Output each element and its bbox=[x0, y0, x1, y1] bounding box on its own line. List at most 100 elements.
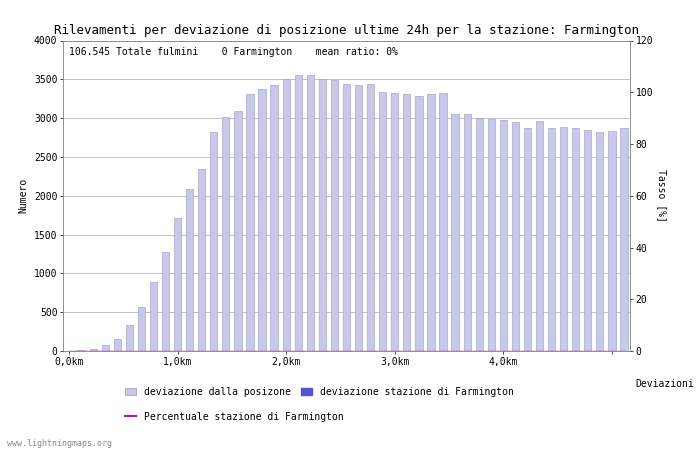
Y-axis label: Tasso [%]: Tasso [%] bbox=[657, 169, 667, 222]
Percentuale stazione di Farmington bbox=[487, 348, 496, 354]
Text: Deviazioni: Deviazioni bbox=[636, 379, 694, 389]
Text: 106.545 Totale fulmini    0 Farmington    mean ratio: 0%: 106.545 Totale fulmini 0 Farmington mean… bbox=[69, 47, 398, 57]
Bar bbox=[258, 89, 266, 351]
Percentuale stazione di Farmington bbox=[559, 348, 568, 354]
Bar bbox=[138, 307, 145, 351]
Percentuale stazione di Farmington bbox=[475, 348, 484, 354]
Percentuale stazione di Farmington bbox=[524, 348, 532, 354]
Percentuale stazione di Farmington bbox=[306, 348, 314, 354]
Bar bbox=[186, 189, 193, 351]
Bar bbox=[596, 132, 603, 351]
Bar bbox=[463, 114, 471, 351]
Percentuale stazione di Farmington bbox=[451, 348, 459, 354]
Percentuale stazione di Farmington bbox=[89, 348, 97, 354]
Bar bbox=[113, 339, 121, 351]
Percentuale stazione di Farmington bbox=[246, 348, 254, 354]
Bar bbox=[500, 121, 507, 351]
Percentuale stazione di Farmington bbox=[414, 348, 423, 354]
Bar bbox=[174, 218, 181, 351]
Bar bbox=[415, 95, 423, 351]
Bar bbox=[536, 121, 543, 351]
Percentuale stazione di Farmington bbox=[77, 348, 85, 354]
Bar bbox=[355, 85, 362, 351]
Bar bbox=[403, 94, 410, 351]
Bar bbox=[331, 80, 338, 351]
Bar bbox=[343, 84, 350, 351]
Percentuale stazione di Farmington bbox=[584, 348, 592, 354]
Percentuale stazione di Farmington bbox=[427, 348, 435, 354]
Percentuale stazione di Farmington bbox=[330, 348, 339, 354]
Bar bbox=[379, 92, 386, 351]
Percentuale stazione di Farmington bbox=[511, 348, 519, 354]
Bar bbox=[488, 118, 495, 351]
Percentuale stazione di Farmington bbox=[186, 348, 194, 354]
Percentuale stazione di Farmington bbox=[463, 348, 471, 354]
Bar bbox=[126, 325, 133, 351]
Bar bbox=[427, 94, 435, 351]
Bar bbox=[295, 75, 302, 351]
Legend: Percentuale stazione di Farmington: Percentuale stazione di Farmington bbox=[125, 412, 344, 422]
Percentuale stazione di Farmington bbox=[161, 348, 169, 354]
Bar bbox=[608, 131, 615, 351]
Bar bbox=[162, 252, 169, 351]
Percentuale stazione di Farmington bbox=[620, 348, 628, 354]
Bar bbox=[572, 128, 580, 351]
Bar bbox=[452, 114, 458, 351]
Bar bbox=[210, 132, 218, 351]
Bar bbox=[440, 93, 447, 351]
Bar bbox=[560, 126, 567, 351]
Bar bbox=[524, 128, 531, 351]
Bar bbox=[246, 94, 253, 351]
Percentuale stazione di Farmington bbox=[294, 348, 302, 354]
Percentuale stazione di Farmington bbox=[366, 348, 375, 354]
Text: www.lightningmaps.org: www.lightningmaps.org bbox=[7, 439, 112, 448]
Percentuale stazione di Farmington bbox=[354, 348, 363, 354]
Bar bbox=[90, 350, 97, 351]
Percentuale stazione di Farmington bbox=[209, 348, 218, 354]
Percentuale stazione di Farmington bbox=[137, 348, 146, 354]
Bar bbox=[367, 84, 374, 351]
Percentuale stazione di Farmington bbox=[596, 348, 604, 354]
Percentuale stazione di Farmington bbox=[197, 348, 206, 354]
Bar bbox=[318, 79, 326, 351]
Percentuale stazione di Farmington bbox=[536, 348, 544, 354]
Percentuale stazione di Farmington bbox=[234, 348, 242, 354]
Percentuale stazione di Farmington bbox=[608, 348, 616, 354]
Bar bbox=[620, 128, 628, 351]
Bar bbox=[512, 122, 519, 351]
Percentuale stazione di Farmington bbox=[439, 348, 447, 354]
Percentuale stazione di Farmington bbox=[391, 348, 399, 354]
Percentuale stazione di Farmington bbox=[65, 348, 74, 354]
Percentuale stazione di Farmington bbox=[547, 348, 556, 354]
Bar bbox=[198, 169, 205, 351]
Bar bbox=[283, 79, 290, 351]
Bar bbox=[548, 128, 555, 351]
Percentuale stazione di Farmington bbox=[222, 348, 230, 354]
Percentuale stazione di Farmington bbox=[174, 348, 182, 354]
Y-axis label: Numero: Numero bbox=[18, 178, 29, 213]
Bar bbox=[150, 282, 157, 351]
Percentuale stazione di Farmington bbox=[342, 348, 351, 354]
Bar bbox=[307, 75, 314, 351]
Bar bbox=[222, 117, 230, 351]
Percentuale stazione di Farmington bbox=[499, 348, 508, 354]
Percentuale stazione di Farmington bbox=[318, 348, 327, 354]
Bar bbox=[234, 111, 241, 351]
Percentuale stazione di Farmington bbox=[402, 348, 411, 354]
Bar bbox=[475, 118, 483, 351]
Percentuale stazione di Farmington bbox=[258, 348, 266, 354]
Percentuale stazione di Farmington bbox=[571, 348, 580, 354]
Bar bbox=[102, 345, 108, 351]
Percentuale stazione di Farmington bbox=[270, 348, 279, 354]
Percentuale stazione di Farmington bbox=[125, 348, 134, 354]
Title: Rilevamenti per deviazione di posizione ultime 24h per la stazione: Farmington: Rilevamenti per deviazione di posizione … bbox=[54, 23, 639, 36]
Percentuale stazione di Farmington bbox=[113, 348, 122, 354]
Bar bbox=[584, 130, 592, 351]
Percentuale stazione di Farmington bbox=[282, 348, 290, 354]
Percentuale stazione di Farmington bbox=[149, 348, 158, 354]
Percentuale stazione di Farmington bbox=[101, 348, 109, 354]
Bar bbox=[78, 350, 85, 351]
Bar bbox=[270, 85, 278, 351]
Percentuale stazione di Farmington bbox=[379, 348, 387, 354]
Bar bbox=[391, 93, 398, 351]
